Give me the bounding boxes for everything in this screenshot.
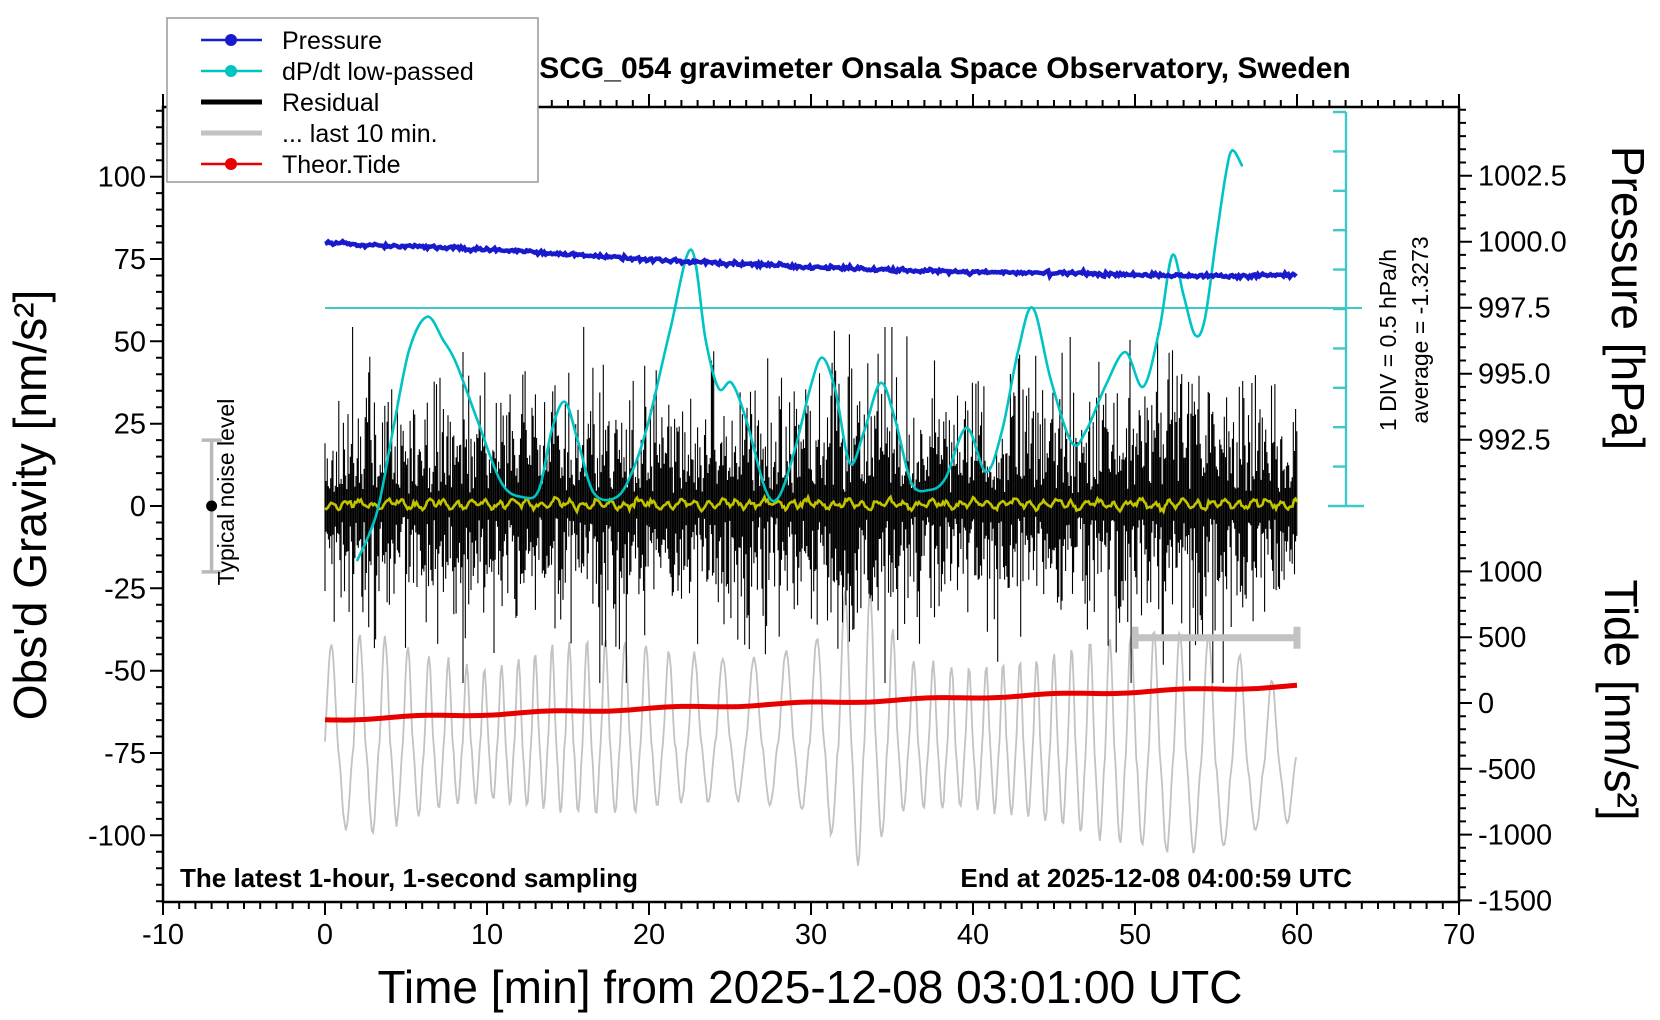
tick-label: 1000.0 [1478, 227, 1567, 259]
pressure-axis-label: Pressure [hPa] [1602, 146, 1654, 450]
axis-ticks [150, 94, 1472, 915]
tick-label: 70 [1443, 919, 1475, 951]
legend-item-last10: ... last 10 min. [201, 120, 438, 148]
tick-label: 40 [957, 919, 989, 951]
tick-label: -50 [104, 656, 146, 688]
tick-label: -75 [104, 738, 146, 770]
marker-layer [201, 110, 1364, 649]
tick-label: 1002.5 [1478, 161, 1567, 193]
legend-label: Pressure [282, 27, 382, 55]
dpdt-div-scalebar [1328, 110, 1364, 508]
tick-label: -100 [88, 820, 146, 852]
average-label: average = -1.3273 [1407, 236, 1433, 423]
pressure-series [324, 238, 1298, 282]
tick-label: 997.5 [1478, 293, 1551, 325]
legend: Pressure dP/dt low-passed Residual ... l… [166, 17, 539, 183]
residual-lowpass-series [324, 493, 1299, 516]
noise-center-dot [206, 500, 218, 512]
tick-label: 100 [98, 162, 146, 194]
legend-label: ... last 10 min. [282, 120, 438, 148]
tick-label: 30 [795, 919, 827, 951]
legend-item-residual: Residual [201, 89, 379, 117]
chart-title: SCG_054 gravimeter Onsala Space Observat… [539, 52, 1351, 85]
legend-label: Theor.Tide [282, 151, 401, 179]
dpdt-series [356, 149, 1244, 562]
tick-label: -1500 [1478, 885, 1552, 917]
tick-label: 25 [114, 409, 146, 441]
tick-label: 60 [1281, 919, 1313, 951]
tick-label: 50 [1119, 919, 1151, 951]
div-scale-label: 1 DIV = 0.5 hPa/h [1375, 249, 1401, 431]
tick-label: 75 [114, 244, 146, 276]
tick-label: 992.5 [1478, 425, 1551, 457]
time-axis-label: Time [min] from 2025-12-08 03:01:00 UTC [378, 961, 1243, 1013]
end-time-note: End at 2025-12-08 04:00:59 UTC [960, 863, 1352, 893]
tide-axis-label: Tide [nm/s²] [1595, 579, 1647, 820]
tide-series [324, 682, 1298, 723]
typical-noise-label: Typical noise level [213, 399, 239, 586]
tick-label: 50 [114, 326, 146, 358]
pressure-dot-icon [225, 34, 237, 46]
tick-label: 995.0 [1478, 359, 1551, 391]
legend-item-tide: Theor.Tide [201, 151, 401, 179]
sampling-note: The latest 1-hour, 1-second sampling [180, 863, 638, 893]
tick-label: 20 [633, 919, 665, 951]
tick-label: -10 [142, 919, 184, 951]
legend-item-dpdt: dP/dt low-passed [201, 58, 474, 86]
tick-label: 0 [130, 491, 146, 523]
tick-label: 0 [317, 919, 333, 951]
last10-extent-bar [1131, 626, 1301, 649]
tick-label: 10 [471, 919, 503, 951]
dpdt-dot-icon [225, 65, 237, 77]
tick-label: -1000 [1478, 820, 1552, 852]
tick-label: -25 [104, 573, 146, 605]
legend-label: Residual [282, 89, 379, 117]
legend-item-pressure: Pressure [201, 27, 382, 55]
plot-frame-and-ticks: -10 0 10 20 30 40 50 60 701007550250-25-50-75-10… [88, 94, 1567, 951]
last10-series [324, 589, 1297, 866]
data-series-layer [324, 149, 1362, 866]
tick-label: 1000 [1478, 556, 1543, 588]
gravity-axis-label: Obs'd Gravity [nm/s²] [4, 290, 56, 721]
tick-label: 0 [1478, 688, 1494, 720]
tide-dot-icon [225, 158, 237, 170]
legend-label: dP/dt low-passed [282, 58, 474, 86]
tick-label: 500 [1478, 622, 1526, 654]
tick-label: -500 [1478, 754, 1536, 786]
